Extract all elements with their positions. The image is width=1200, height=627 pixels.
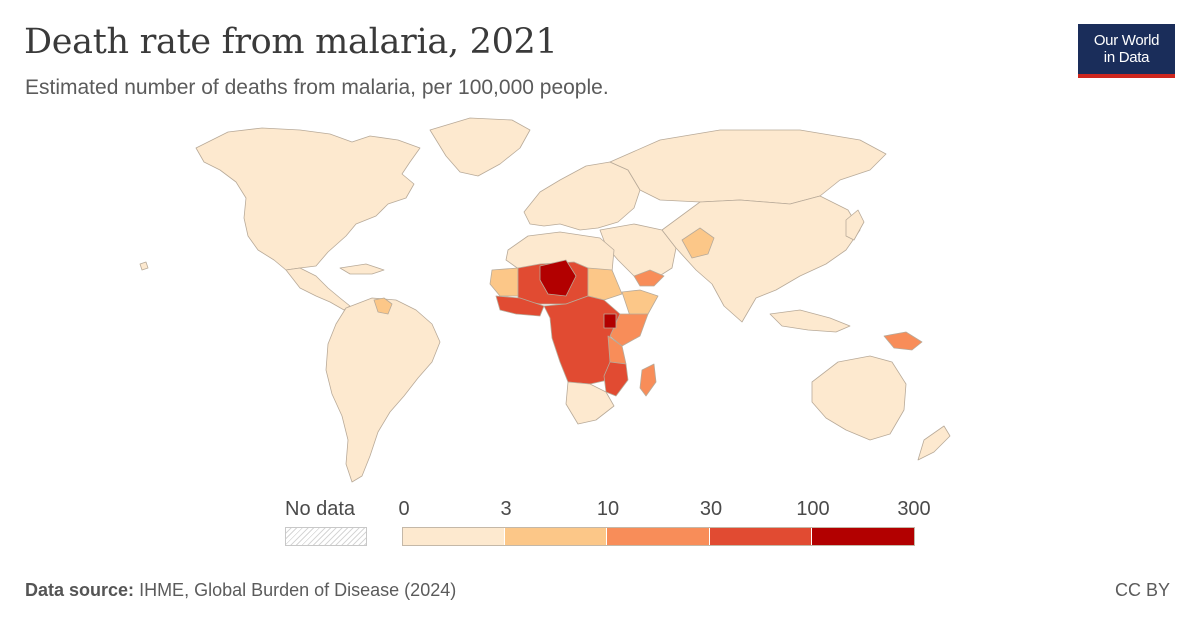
region-new-zealand[interactable] [917,425,951,461]
region-australia[interactable] [811,355,907,441]
legend-tick-3: 3 [500,498,512,520]
region-horn-of-africa[interactable] [621,289,659,317]
region-north-america[interactable] [195,127,421,271]
region-guianas[interactable] [373,297,393,315]
legend-tick-300: 300 [897,498,931,520]
data-source: Data source: IHME, Global Burden of Dise… [25,580,456,601]
region-yemen[interactable] [633,269,665,287]
logo-line-1: Our World [1093,32,1160,49]
owid-logo[interactable]: Our World in Data [1078,24,1175,78]
legend-no-data-label: No data [285,498,356,520]
region-madagascar[interactable] [639,363,657,397]
legend-bin-10-30[interactable] [607,527,710,546]
legend-bin-30-100[interactable] [710,527,812,546]
region-mozambique[interactable] [603,361,629,397]
region-small-islands[interactable] [139,261,149,271]
region-central-america[interactable] [285,267,351,311]
legend-tick-100: 100 [796,498,830,520]
region-greenland[interactable] [429,117,531,177]
region-southern-africa[interactable] [565,381,615,425]
region-caribbean[interactable] [339,263,385,275]
region-papua-new-guinea[interactable] [883,331,923,351]
color-legend: No data 0 3 10 30 100 300 [0,490,1200,560]
region-europe[interactable] [523,161,641,231]
world-map[interactable] [0,100,1200,490]
region-russia[interactable] [609,129,887,205]
legend-bin-0-3[interactable] [402,527,505,546]
region-west-africa[interactable] [489,267,519,297]
region-guinea-coast[interactable] [495,295,545,317]
logo-line-2: in Data [1103,49,1150,66]
chart-title: Death rate from malaria, 2021 [24,22,558,62]
legend-bin-3-10[interactable] [505,527,607,546]
legend-tick-10: 10 [596,498,620,520]
legend-tick-30: 30 [699,498,723,520]
data-source-text: IHME, Global Burden of Disease (2024) [139,580,457,600]
license-link[interactable]: CC BY [1114,580,1170,600]
region-niger[interactable] [539,259,577,297]
region-asia[interactable] [661,195,861,323]
region-north-africa[interactable] [505,231,615,273]
region-southeast-asia[interactable] [769,309,851,333]
legend-no-data-swatch[interactable] [285,527,367,546]
chart-subtitle: Estimated number of deaths from malaria,… [25,76,609,99]
region-japan[interactable] [845,209,865,241]
region-sudan[interactable] [587,267,623,301]
region-pakistan[interactable] [681,227,715,259]
region-south-america[interactable] [325,297,441,483]
legend-bin-100-300[interactable] [812,527,915,546]
data-source-label: Data source: [25,580,135,600]
region-uganda[interactable] [603,313,617,329]
legend-tick-0: 0 [398,498,410,520]
